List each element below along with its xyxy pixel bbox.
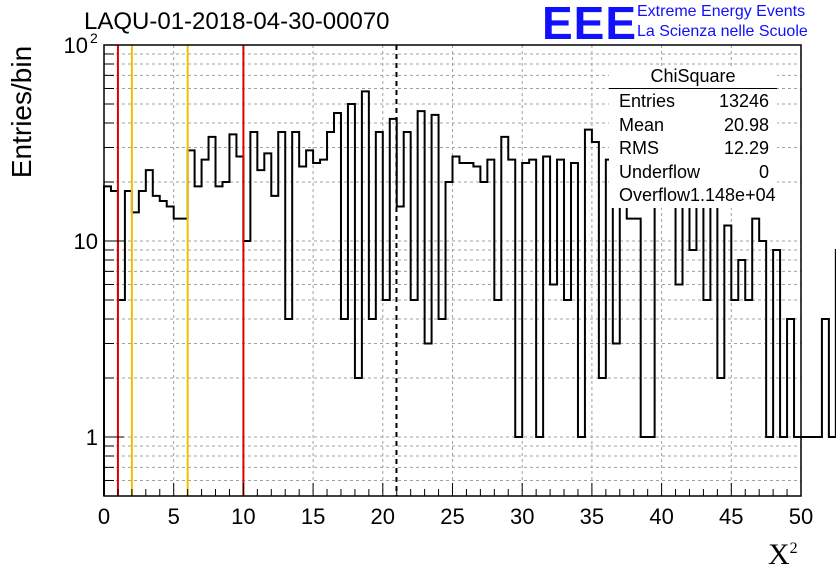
histogram <box>103 90 836 496</box>
stats-row: Overflow 1.148e+04 <box>609 184 777 208</box>
stats-row: Mean 20.98 <box>609 114 777 138</box>
y-tick-label-sup: 2 <box>90 30 98 46</box>
stats-label: Underflow <box>619 161 701 182</box>
stats-row: Entries 13246 <box>609 90 777 114</box>
logo-line-2: La Scienza nelle Scuole <box>637 23 808 40</box>
x-tick-label: 45 <box>719 504 743 529</box>
y-tick-label: 1 <box>86 425 98 450</box>
axis-ticks <box>103 53 802 497</box>
stats-label: Overflow <box>619 185 691 205</box>
x-tick-label: 50 <box>789 504 813 529</box>
chart-title: LAQU-01-2018-04-30-00070 <box>84 8 390 35</box>
x-tick-label: 25 <box>440 504 464 529</box>
x-tick-label: 10 <box>231 504 255 529</box>
stats-value: 13246 <box>718 91 769 111</box>
x-axis-label: X2 <box>768 538 798 572</box>
x-axis-label-sup: 2 <box>789 540 798 557</box>
y-tick-label: 10 <box>64 33 88 58</box>
stats-box: ChiSquare Entries 13246 Mean 20.98 RMS 12.2… <box>609 66 777 208</box>
stats-row: RMS 12.29 <box>609 137 777 161</box>
x-tick-label: 40 <box>649 504 673 529</box>
stats-value: 20.98 <box>723 114 769 135</box>
logo-line-1: Extreme Energy Events <box>637 3 806 20</box>
x-tick-label: 20 <box>371 504 395 529</box>
x-tick-label: 35 <box>580 504 604 529</box>
stats-title: ChiSquare <box>609 66 777 89</box>
x-tick-label: 15 <box>301 504 325 529</box>
stats-value: 12.29 <box>723 138 769 158</box>
x-tick-label: 5 <box>168 504 180 529</box>
stats-label: RMS <box>619 138 659 158</box>
y-tick-label: 10 <box>74 229 98 254</box>
x-tick-label: 30 <box>510 504 534 529</box>
histogram-outline <box>103 90 836 496</box>
y-axis-label: Entries/bin <box>6 45 37 179</box>
x-axis-label-base: X <box>768 538 790 571</box>
stats-row: Underflow 0 <box>609 161 777 185</box>
stats-value: 0 <box>758 161 769 182</box>
x-tick-label: 0 <box>98 504 110 529</box>
stats-label: Entries <box>619 91 676 111</box>
eee-logo: EEE <box>542 0 638 49</box>
stats-value: 1.148e+04 <box>690 185 776 205</box>
grid <box>104 45 801 496</box>
marker-lines <box>116 45 398 496</box>
stats-label: Mean <box>619 114 665 135</box>
